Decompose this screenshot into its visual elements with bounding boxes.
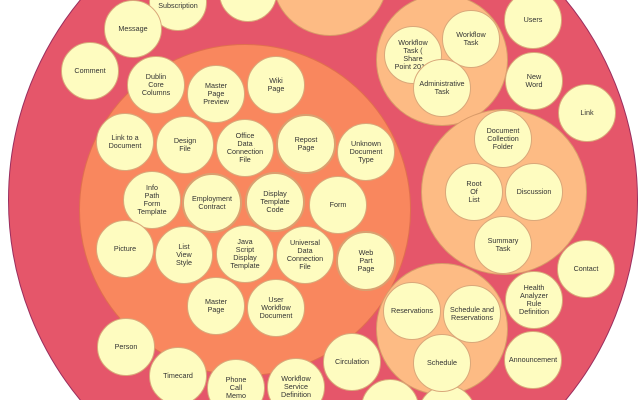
bubble-master-page-preview: Master Page Preview (187, 65, 245, 123)
bubble-workflow-service-definition: Workflow Service Definition (267, 358, 325, 400)
bubble-message: Message (104, 0, 162, 58)
bubble-label: Phone Call Memo (225, 375, 247, 400)
bubble-label: Reservations (391, 306, 433, 315)
bubble-person: Person (97, 318, 155, 376)
bubble-label: Schedule and Reservations (450, 305, 494, 322)
bubble-label: Health Analyzer Rule Definition (519, 283, 549, 316)
bubble-label: Document Collection Folder (486, 126, 520, 151)
bubble-health-analyzer-rule-definition: Health Analyzer Rule Definition (505, 271, 563, 329)
bubble-label: Link to a Document (108, 133, 142, 150)
bubble-label: Info Path Form Template (137, 183, 167, 216)
bubble-label: Web Part Page (357, 248, 375, 273)
bubble-comment: Comment (61, 42, 119, 100)
bubble-repost-page: Repost Page (276, 114, 336, 174)
bubble-picture: Picture (96, 220, 154, 278)
bubble-label: Java Script Display Template (230, 237, 260, 270)
bubble-label: Link (580, 108, 594, 117)
bubble-label: Employment Contract (192, 194, 232, 211)
bubble-label: Users (523, 15, 543, 24)
bubble-discussion: Discussion (505, 163, 563, 221)
bubble-unknown-document-type: Unknown Document Type (337, 123, 395, 181)
bubble-label: Summary Task (487, 236, 519, 253)
bubble-label: Workflow Service Definition (281, 374, 311, 399)
bubble-universal-data-connection-file: Universal Data Connection File (276, 226, 334, 284)
bubble-design-file: Design File (156, 116, 214, 174)
bubble-label: Timecard (163, 371, 193, 380)
bubble-label: Design File (173, 136, 197, 153)
bubble-label: Workflow Task (456, 30, 486, 47)
bubble-form: Form (309, 176, 367, 234)
bubble-schedule: Schedule (413, 334, 471, 392)
bubble-web-part-page: Web Part Page (336, 231, 396, 291)
bubble-label: Discussion (516, 187, 552, 196)
bubble-circulation: Circulation (323, 333, 381, 391)
bubble-display-template-code: Display Template Code (245, 172, 305, 232)
bubble-label: Master Page (205, 297, 227, 314)
bubble-timecard: Timecard (149, 347, 207, 400)
bubble-label: Wiki Page (267, 76, 285, 93)
bubble-label: Message (118, 24, 148, 33)
bubble-label: New Word (525, 72, 543, 89)
bubble-label: Announcement (508, 355, 558, 364)
bubble-schedule-and-reservations: Schedule and Reservations (443, 285, 501, 343)
bubble-workflow-task: Workflow Task (442, 10, 500, 68)
bubble-contact: Contact (557, 240, 615, 298)
bubble-java-script-display-template: Java Script Display Template (216, 225, 274, 283)
bubble-root-of-list: Root Of List (445, 163, 503, 221)
bubble-info-path-form-template: Info Path Form Template (123, 171, 181, 229)
bubble-dublin-core-columns: Dublin Core Columns (127, 56, 185, 114)
bubble-user-workflow-document: User Workflow Document (247, 279, 305, 337)
bubble-label: Service Subscription (158, 0, 198, 10)
bubble-label: Contact (573, 264, 599, 273)
bubble-document-collection-folder: Document Collection Folder (474, 110, 532, 168)
bubble-label: Repost Page (294, 135, 318, 152)
bubble-label: Circulation (335, 357, 369, 366)
bubble-announcement: Announcement (504, 331, 562, 389)
bubble-label: Root Of List (466, 179, 482, 204)
bubble-link: Link (558, 84, 616, 142)
bubble-label: Display Template Code (260, 189, 290, 214)
bubble-label: Dublin Core Columns (141, 72, 171, 97)
bubble-users: Users (504, 0, 562, 49)
bubble-reservations: Reservations (383, 282, 441, 340)
bubble-label: Schedule (427, 358, 457, 367)
bubble-label: Unknown Document Type (349, 139, 383, 164)
bubble-link-to-a-document: Link to a Document (96, 113, 154, 171)
bubble-label: List View Style (176, 242, 192, 267)
bubble-label: Universal Data Connection File (286, 238, 324, 271)
bubble-list-view-style: List View Style (155, 226, 213, 284)
bubble-administrative-task: Administrative Task (413, 59, 471, 117)
bubble-employment-contract: Employment Contract (182, 173, 242, 233)
bubble-phone-call-memo: Phone Call Memo (207, 359, 265, 400)
bubble-master-page: Master Page (187, 277, 245, 335)
bubble-new-word: New Word (505, 52, 563, 110)
bubble-summary-task: Summary Task (474, 216, 532, 274)
bubble-label: Comment (74, 66, 106, 75)
bubble-label: Administrative Task (419, 79, 465, 96)
bubble-label: Master Page Preview (203, 81, 229, 106)
bubble-label: Picture (113, 244, 137, 253)
bubble-label: User Workflow Document (259, 295, 293, 320)
bubble-label: Office Data Connection File (226, 131, 264, 164)
bubble-label: Person (114, 342, 138, 351)
bubble-wiki-page: Wiki Page (247, 56, 305, 114)
bubble-label: Form (329, 200, 347, 209)
bubble-office-data-connection-file: Office Data Connection File (216, 119, 274, 177)
